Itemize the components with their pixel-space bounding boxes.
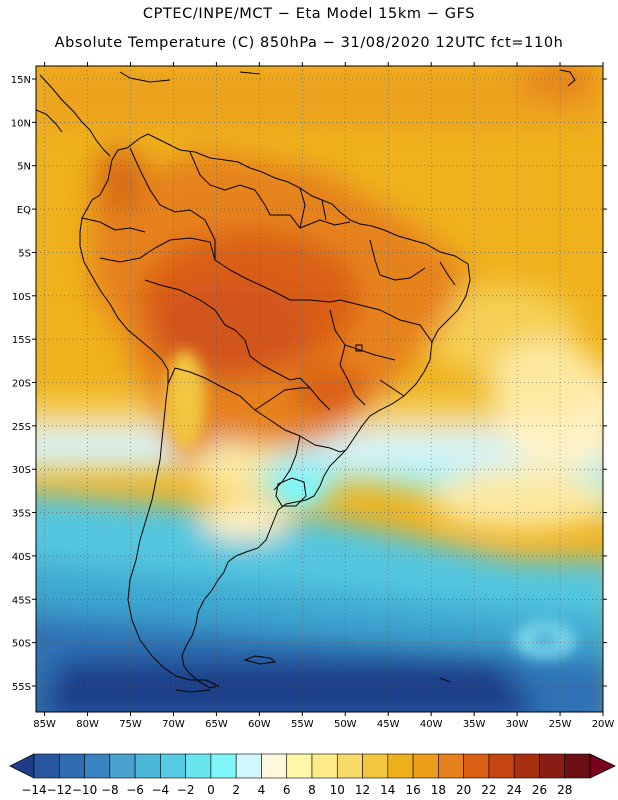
lon-label: 45W (377, 719, 400, 730)
lat-label: 55S (12, 682, 31, 693)
lon-label: 50W (334, 719, 357, 730)
colorbar-tick-label: 14 (380, 783, 395, 797)
colorbar-tick-label: 10 (330, 783, 345, 797)
temperature-field (36, 66, 603, 712)
colorbar-swatch (160, 753, 186, 779)
colorbar-tick-label: 28 (557, 783, 572, 797)
south-america-coastline (79, 133, 471, 689)
lat-label: EQ (17, 205, 31, 216)
lat-label: 15N (11, 75, 31, 86)
lat-label: 45S (12, 595, 31, 606)
colorbar-tick-label: −8 (101, 783, 119, 797)
colorbar-swatch (564, 753, 591, 779)
colorbar-tick-label: 8 (308, 783, 316, 797)
lat-label: 30S (12, 465, 31, 476)
colorbar-tick-label: −10 (72, 783, 97, 797)
colorbar-tick-label: 0 (207, 783, 215, 797)
colorbar-tick-label: 2 (232, 783, 240, 797)
colorbar-swatch (336, 753, 363, 779)
lon-label: 75W (119, 719, 142, 730)
colorbar-tick-label: 24 (507, 783, 522, 797)
colorbar-tick-label: −14 (21, 783, 46, 797)
colorbar-swatch (539, 753, 566, 779)
lon-label: 20W (592, 719, 615, 730)
colorbar-tick-label: −6 (126, 783, 144, 797)
lat-label: 25S (12, 422, 31, 433)
lat-label: 35S (12, 509, 31, 520)
longitude-labels: 85W 80W 75W 70W 65W 60W 55W 50W 45W 40W 35W 30W 25W 2… (33, 719, 614, 730)
colorbar-tick-label: 6 (283, 783, 291, 797)
lon-label: 85W (33, 719, 56, 730)
axis-ticks (32, 62, 607, 716)
title-line-2: Absolute Temperature (C) 850hPa − 31/08/… (54, 35, 564, 51)
colorbar (9, 753, 616, 779)
lat-label: 10N (11, 118, 31, 129)
colorbar-tick-label: −2 (177, 783, 195, 797)
lon-label: 55W (291, 719, 314, 730)
colorbar-tick-label: 22 (481, 783, 496, 797)
colorbar-swatch (438, 753, 464, 779)
lon-label: 80W (76, 719, 99, 730)
colorbar-tick-label: 12 (355, 783, 370, 797)
colorbar-high-triangle (589, 753, 616, 779)
lon-label: 25W (549, 719, 572, 730)
colorbar-tick-label: −12 (47, 783, 72, 797)
graticule (36, 66, 604, 712)
lon-label: 30W (506, 719, 529, 730)
lat-label: 15S (12, 335, 31, 346)
lon-label: 60W (248, 719, 271, 730)
latitude-labels: 15N 10N 5N EQ 5S 10S 15S 20S 25S 30S 35S 40S 45S 50S 5… (11, 75, 31, 693)
colorbar-tick-label: 26 (532, 783, 547, 797)
lon-label: 70W (162, 719, 185, 730)
lat-label: 5N (17, 162, 31, 173)
colorbar-swatch (488, 753, 515, 779)
lat-label: 10S (12, 292, 31, 303)
colorbar-swatch (185, 753, 212, 779)
colorbar-swatch (210, 753, 237, 779)
lat-label: 5S (18, 248, 31, 259)
colorbar-tick-label: 4 (258, 783, 266, 797)
colorbar-swatch (58, 753, 85, 779)
colorbar-swatch (387, 753, 414, 779)
colorbar-low-triangle (9, 753, 35, 779)
colorbar-swatch (311, 753, 338, 779)
colorbar-swatch (261, 753, 288, 779)
lat-label: 50S (12, 639, 31, 650)
colorbar-swatch (362, 753, 389, 779)
colorbar-swatch (286, 753, 313, 779)
colorbar-swatch (84, 753, 111, 779)
colorbar-swatch (513, 753, 540, 779)
colorbar-tick-label: 18 (431, 783, 446, 797)
colorbar-swatch (109, 753, 136, 779)
lat-label: 20S (12, 378, 31, 389)
colorbar-swatch (235, 753, 262, 779)
map-frame (35, 65, 604, 713)
colorbar-swatch (33, 753, 60, 779)
colorbar-tick-label: 20 (456, 783, 471, 797)
lat-label: 40S (12, 552, 31, 563)
title-line-1: CPTEC/INPE/MCT − Eta Model 15km − GFS (142, 6, 476, 22)
colorbar-swatch (134, 753, 161, 779)
lon-label: 65W (205, 719, 228, 730)
lon-label: 35W (463, 719, 486, 730)
colorbar-swatch (463, 753, 490, 779)
colorbar-labels: −14 −12 −10 −8 −6 −4 −2 0 2 4 6 8 10 12 14 16 18 20 22 24 26… (21, 783, 572, 797)
colorbar-swatch (412, 753, 439, 779)
colorbar-tick-label: −4 (152, 783, 170, 797)
colorbar-tick-label: 16 (405, 783, 420, 797)
lon-label: 40W (420, 719, 443, 730)
coastline-and-borders (36, 69, 576, 693)
